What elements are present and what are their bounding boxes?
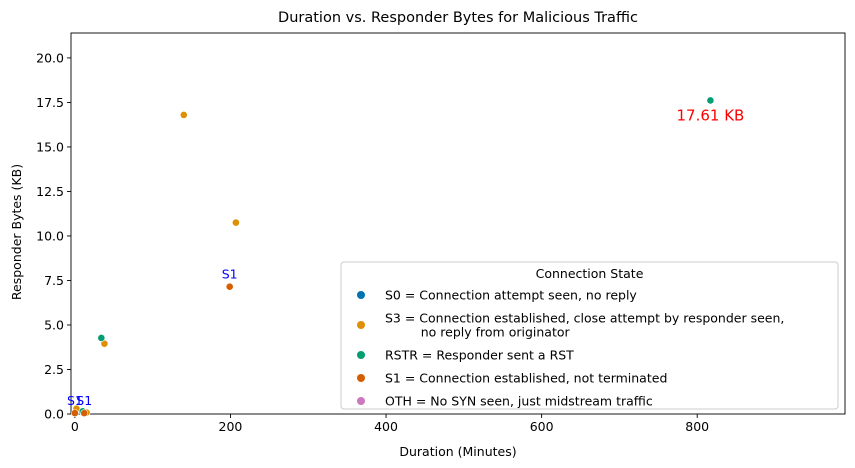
y-tick-label: 12.5 bbox=[36, 184, 64, 199]
y-axis-label: Responder Bytes (KB) bbox=[9, 164, 24, 300]
y-tick-label: 17.5 bbox=[36, 95, 64, 110]
y-tick-label: 5.0 bbox=[44, 317, 64, 332]
x-tick-label: 400 bbox=[374, 419, 398, 434]
legend-label: S1 = Connection established, not termina… bbox=[385, 371, 667, 386]
legend-marker bbox=[357, 397, 365, 405]
annotation-s1: S1 bbox=[67, 393, 83, 408]
data-point-s1 bbox=[80, 409, 89, 418]
legend-marker bbox=[357, 321, 365, 329]
x-tick-label: 200 bbox=[219, 419, 243, 434]
data-point-s1 bbox=[225, 282, 234, 291]
legend-title: Connection State bbox=[536, 266, 644, 281]
x-axis-label: Duration (Minutes) bbox=[399, 444, 516, 459]
x-tick-label: 0 bbox=[71, 419, 79, 434]
annotation-s1: S1 bbox=[222, 267, 238, 282]
legend-item-s1: S1 = Connection established, not termina… bbox=[357, 371, 667, 386]
data-point-s3 bbox=[232, 218, 240, 227]
y-tick-label: 7.5 bbox=[44, 273, 64, 288]
legend-item-oth: OTH = No SYN seen, just midstream traffi… bbox=[357, 394, 653, 409]
legend-box bbox=[340, 261, 839, 410]
x-tick-label: 800 bbox=[685, 419, 709, 434]
y-tick-label: 20.0 bbox=[36, 50, 64, 65]
chart-title: Duration vs. Responder Bytes for Malicio… bbox=[278, 10, 638, 26]
data-point-rstr bbox=[97, 334, 106, 342]
legend-marker bbox=[357, 291, 365, 299]
legend-label: OTH = No SYN seen, just midstream traffi… bbox=[385, 394, 653, 409]
y-tick-label: 2.5 bbox=[44, 362, 64, 377]
plot-area: 0 200 400 600 800 0.0 2.5 5.0 7.5 10.0 12.5 15.0 17.… bbox=[36, 32, 846, 434]
annotation-s1: S1 bbox=[76, 393, 92, 408]
y-tick-label: 15.0 bbox=[36, 139, 64, 154]
data-point-s3 bbox=[179, 110, 188, 119]
legend-item-s3: S3 = Connection established, close attem… bbox=[357, 311, 784, 340]
data-point-rstr bbox=[706, 96, 715, 105]
legend-item-s0: S0 = Connection attempt seen, no reply bbox=[357, 288, 637, 303]
legend-marker bbox=[357, 374, 365, 382]
legend-label: RSTR = Responder sent a RST bbox=[385, 348, 574, 363]
data-point-s1 bbox=[70, 409, 79, 418]
legend: Connection State S0 = Connection attempt … bbox=[340, 261, 839, 410]
legend-marker bbox=[357, 351, 365, 359]
legend-label: S3 = Connection established, close attem… bbox=[385, 311, 784, 340]
y-tick-label: 10.0 bbox=[36, 228, 64, 243]
x-tick-label: 600 bbox=[530, 419, 554, 434]
legend-item-rstr: RSTR = Responder sent a RST bbox=[357, 348, 574, 363]
legend-label: S0 = Connection attempt seen, no reply bbox=[385, 288, 637, 303]
annotation-max-bytes: 17.61 KB bbox=[677, 106, 745, 124]
y-tick-label: 0.0 bbox=[44, 407, 64, 422]
plot-frame bbox=[70, 32, 846, 415]
